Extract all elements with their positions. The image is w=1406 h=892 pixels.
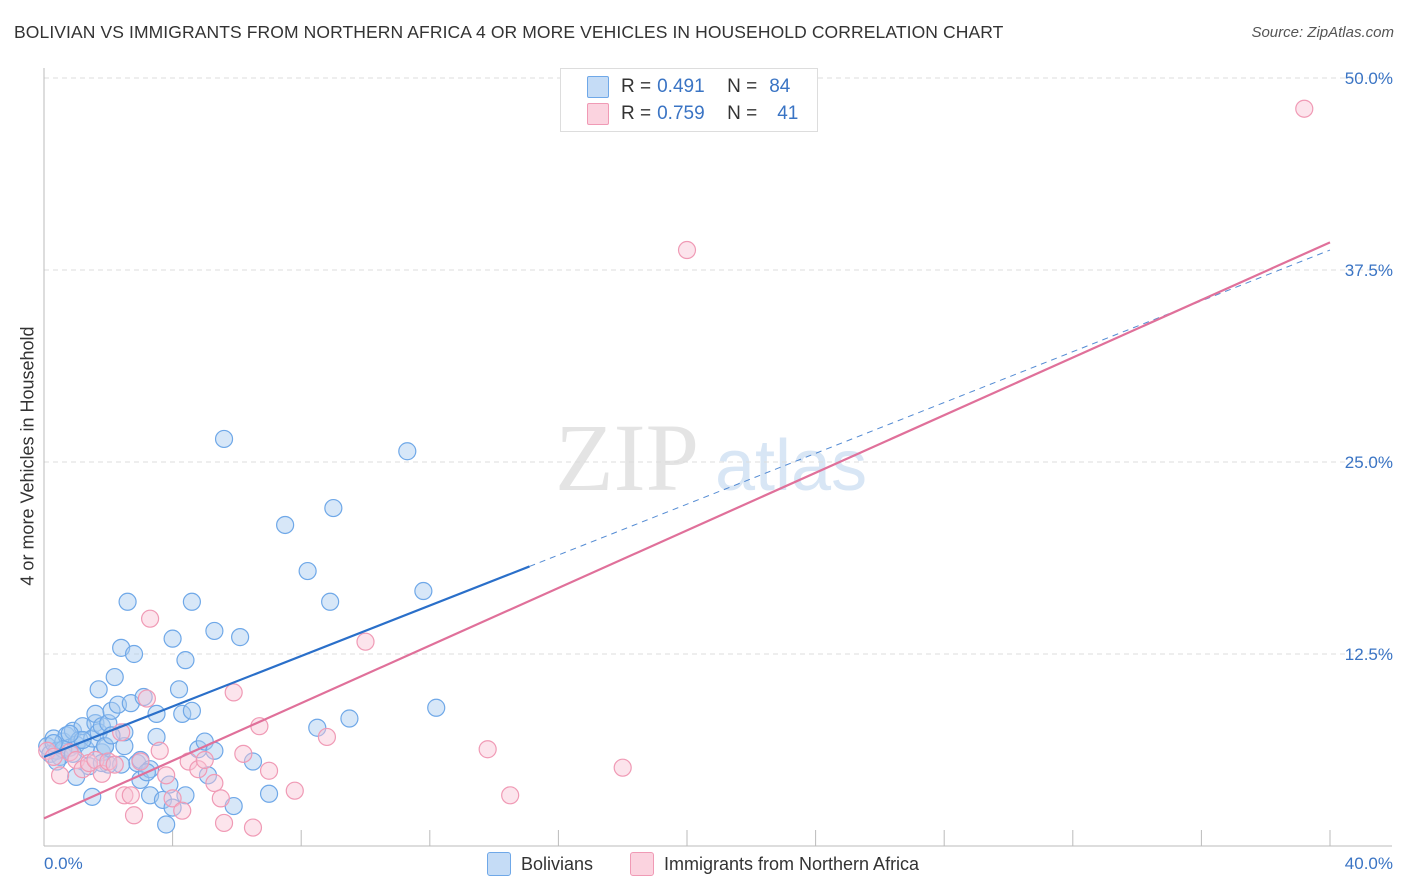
immigrant-point bbox=[285, 781, 304, 800]
bolivian-point bbox=[427, 698, 446, 717]
immigrant-point bbox=[137, 689, 156, 708]
immigrant-point bbox=[1295, 99, 1314, 118]
x-tick-label: 0.0% bbox=[44, 854, 83, 873]
bolivian-point bbox=[259, 784, 279, 803]
immigrant-point bbox=[115, 786, 134, 805]
legend-row-immigrants: R = 0.759 N = 41 bbox=[587, 102, 798, 126]
watermark-zip: ZIP bbox=[555, 404, 699, 511]
immigrant-point bbox=[478, 740, 497, 759]
bolivian-point bbox=[105, 667, 124, 687]
bolivian-point bbox=[231, 628, 250, 647]
bolivian-point bbox=[124, 644, 144, 664]
immigrant-point bbox=[211, 789, 230, 808]
immigrant-point bbox=[317, 727, 337, 747]
immigrant-point bbox=[613, 758, 632, 777]
immigrant-point bbox=[214, 813, 234, 833]
bottom-legend-label-immigrants: Immigrants from Northern Africa bbox=[664, 853, 920, 874]
stats-legend: R = 0.491 N = 84 R = 0.759 N = 41 bbox=[560, 68, 818, 132]
bolivian-point bbox=[243, 752, 263, 771]
chart-title: BOLIVIAN VS IMMIGRANTS FROM NORTHERN AFR… bbox=[14, 22, 1004, 42]
immigrant-point bbox=[121, 786, 140, 805]
legend-swatch-bolivians bbox=[587, 76, 609, 98]
bolivian-point bbox=[340, 709, 359, 728]
bolivian-point bbox=[89, 680, 108, 699]
source-label: Source: ZipAtlas.com bbox=[1251, 24, 1394, 41]
watermark: ZIP atlas bbox=[555, 404, 867, 511]
immigrant-point bbox=[131, 752, 150, 771]
bolivians-points bbox=[38, 429, 446, 834]
trend-lines bbox=[43, 241, 1331, 820]
bolivian-point bbox=[182, 701, 201, 720]
bolivian-point bbox=[147, 727, 166, 747]
y-tick-label: 50.0% bbox=[1345, 69, 1393, 88]
bolivian-point bbox=[298, 561, 317, 581]
bottom-legend-swatch-bolivians bbox=[487, 852, 511, 876]
bolivian-point bbox=[414, 581, 433, 601]
bolivian-point bbox=[118, 592, 137, 611]
bolivian-point bbox=[115, 737, 134, 756]
bolivian-point bbox=[321, 592, 340, 611]
bolivians-trend-line bbox=[43, 565, 530, 758]
immigrant-point bbox=[259, 761, 279, 780]
bolivian-point bbox=[308, 718, 327, 737]
legend-swatch-immigrants bbox=[587, 103, 609, 125]
immigrant-point bbox=[163, 789, 182, 808]
legend-n-label: N = bbox=[727, 103, 758, 124]
immigrants-points bbox=[38, 99, 1314, 837]
watermark-atlas: atlas bbox=[715, 426, 867, 506]
immigrant-point bbox=[356, 632, 375, 651]
legend-r-label: R = bbox=[621, 76, 652, 97]
legend-r-label: R = bbox=[621, 103, 652, 124]
immigrant-point bbox=[50, 766, 70, 785]
immigrant-point bbox=[140, 609, 160, 628]
immigrant-point bbox=[189, 760, 208, 779]
legend-n-value: 84 bbox=[769, 76, 791, 97]
immigrant-point bbox=[501, 786, 520, 805]
grid-lines bbox=[44, 77, 1392, 655]
immigrant-point bbox=[173, 801, 192, 820]
bolivian-point bbox=[157, 815, 176, 834]
tick-labels: 12.5% 25.0% 37.5% 50.0% 0.0% 40.0% bbox=[44, 69, 1393, 873]
axes bbox=[43, 68, 1392, 847]
bolivian-point bbox=[324, 498, 343, 518]
y-tick-label: 12.5% bbox=[1345, 645, 1393, 664]
legend-n-label: N = bbox=[727, 76, 758, 97]
legend-r-value: 0.491 bbox=[657, 76, 705, 97]
bottom-legend-label-bolivians: Bolivians bbox=[521, 853, 594, 874]
bolivian-point bbox=[398, 442, 417, 461]
immigrant-point bbox=[243, 818, 263, 837]
bolivian-point bbox=[205, 621, 224, 641]
bolivian-point bbox=[169, 680, 189, 699]
immigrant-point bbox=[234, 744, 253, 763]
legend-n-value: 41 bbox=[777, 103, 799, 124]
bottom-legend-swatch-immigrants bbox=[630, 852, 654, 876]
bolivian-point bbox=[276, 515, 295, 535]
immigrant-point bbox=[105, 755, 124, 774]
bolivian-point bbox=[60, 724, 79, 743]
legend-r-value: 0.759 bbox=[657, 103, 705, 124]
bolivian-point bbox=[163, 629, 182, 648]
bolivian-point bbox=[176, 651, 195, 670]
bolivian-point bbox=[214, 429, 234, 449]
x-tick-label: 40.0% bbox=[1345, 854, 1393, 873]
immigrant-point bbox=[677, 240, 697, 260]
y-tick-label: 25.0% bbox=[1345, 453, 1393, 472]
immigrant-point bbox=[124, 806, 144, 825]
immigrant-point bbox=[224, 683, 243, 702]
immigrant-point bbox=[157, 766, 176, 785]
bolivian-point bbox=[182, 592, 201, 611]
immigrant-point bbox=[150, 741, 169, 760]
legend-row-bolivians: R = 0.491 N = 84 bbox=[587, 75, 790, 99]
bottom-legend-immigrants: Immigrants from Northern Africa bbox=[630, 852, 919, 876]
immigrant-point bbox=[205, 773, 224, 793]
bottom-legend-bolivians: Bolivians bbox=[487, 852, 593, 876]
immigrants-trend-line bbox=[43, 241, 1331, 820]
bolivian-point bbox=[63, 721, 83, 740]
immigrant-point bbox=[195, 750, 214, 770]
y-tick-label: 37.5% bbox=[1345, 261, 1393, 280]
